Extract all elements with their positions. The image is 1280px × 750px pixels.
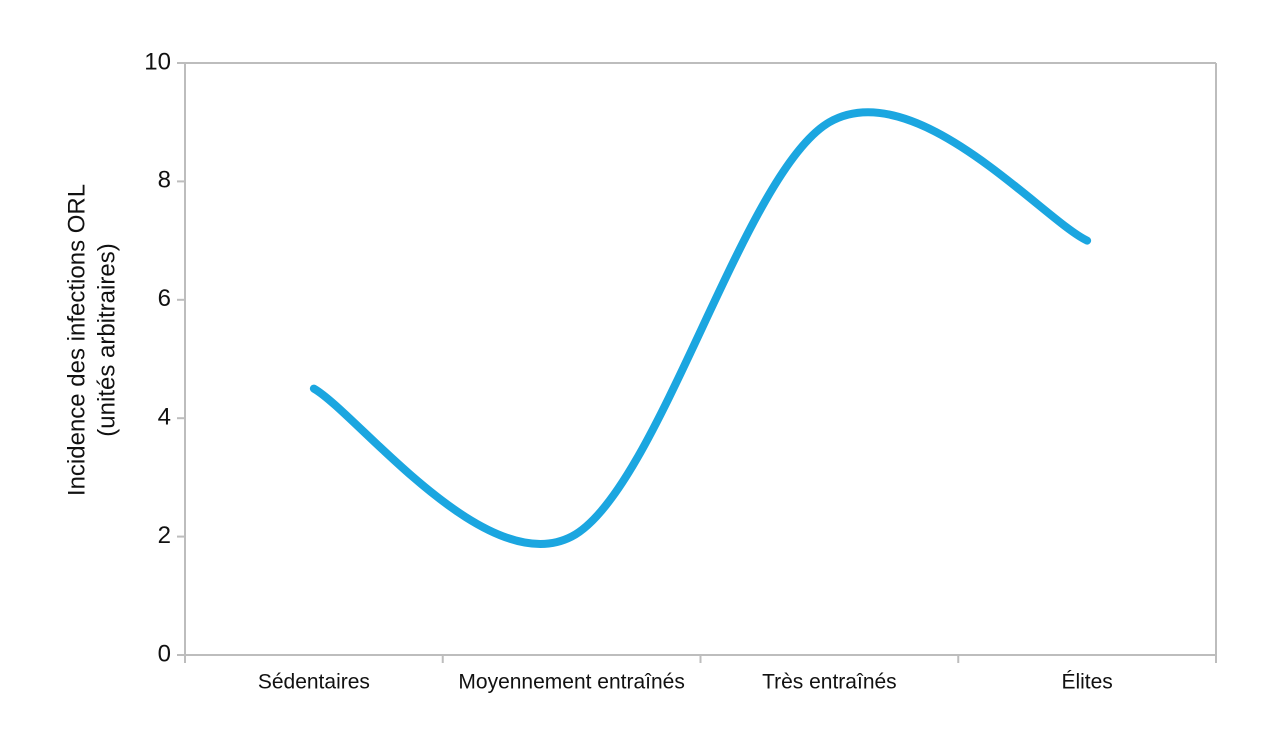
y-tick-label: 8 <box>158 167 171 194</box>
x-tick-label: Sédentaires <box>258 671 370 694</box>
y-tick-label: 2 <box>158 522 171 549</box>
y-axis-title: Incidence des infections ORL (unités arb… <box>63 184 120 496</box>
x-tick-label: Élites <box>1061 671 1112 694</box>
x-tick-label: Très entraînés <box>762 671 897 694</box>
y-label-sub: (unités arbitraires) <box>93 243 120 436</box>
y-label: Incidence des infections ORL <box>63 184 90 496</box>
y-tick-label: 4 <box>158 404 171 431</box>
x-tick-label: Moyennement entraînés <box>458 671 684 694</box>
y-tick-label: 0 <box>158 640 171 667</box>
y-tick-label: 10 <box>144 48 171 75</box>
line <box>309 108 1092 548</box>
y-tick-label: 6 <box>158 285 171 312</box>
